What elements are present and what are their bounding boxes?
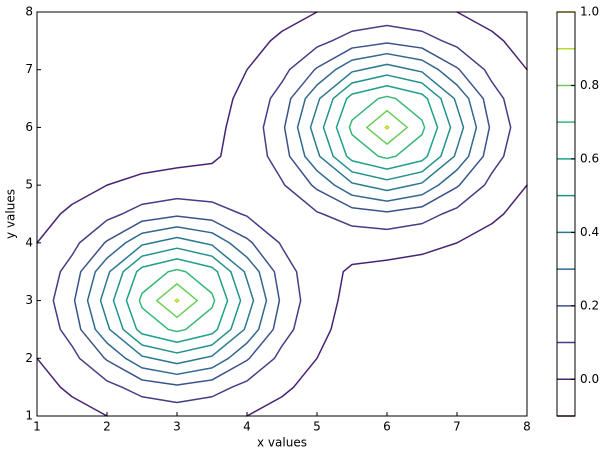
y-tick-label: 3 <box>25 293 33 307</box>
y-tick-label: 7 <box>25 62 33 76</box>
contour-line <box>73 42 491 386</box>
contour-line <box>36 11 528 417</box>
y-tick-label: 8 <box>25 5 33 19</box>
contour-line <box>52 24 512 404</box>
contour-line <box>125 85 439 343</box>
x-tick-label: 3 <box>173 420 181 434</box>
x-axis-label: x values <box>257 436 307 450</box>
colorbar-tick-label: 1.0 <box>580 5 599 19</box>
y-tick-label: 4 <box>25 235 33 249</box>
colorbar-tick-label: 0.2 <box>580 298 599 312</box>
x-tick-label: 5 <box>313 420 321 434</box>
colorbar-tick-label: 0.8 <box>580 78 599 92</box>
plot-frame <box>36 11 528 417</box>
contour-line <box>86 52 478 376</box>
colorbar-tick-label: 0.6 <box>580 151 599 165</box>
contour-line <box>112 74 452 354</box>
contour-line <box>174 125 390 303</box>
contour-line <box>99 63 465 365</box>
y-tick-label: 6 <box>25 120 33 134</box>
y-axis-label: y values <box>4 189 18 239</box>
colorbar-tick-label: 0.4 <box>580 225 599 239</box>
x-tick-label: 4 <box>243 420 251 434</box>
colorbar-tick-label: 0.0 <box>580 372 599 386</box>
y-tick-label: 1 <box>25 409 33 423</box>
contour-line <box>138 95 426 333</box>
contour-line <box>155 109 409 319</box>
x-tick-label: 2 <box>103 420 111 434</box>
x-tick-label: 7 <box>453 420 461 434</box>
colorbar-frame <box>556 11 576 417</box>
x-tick-label: 8 <box>523 420 531 434</box>
y-tick-label: 5 <box>25 178 33 192</box>
x-tick-label: 6 <box>383 420 391 434</box>
y-tick-label: 2 <box>25 351 33 365</box>
x-tick-label: 1 <box>33 420 41 434</box>
